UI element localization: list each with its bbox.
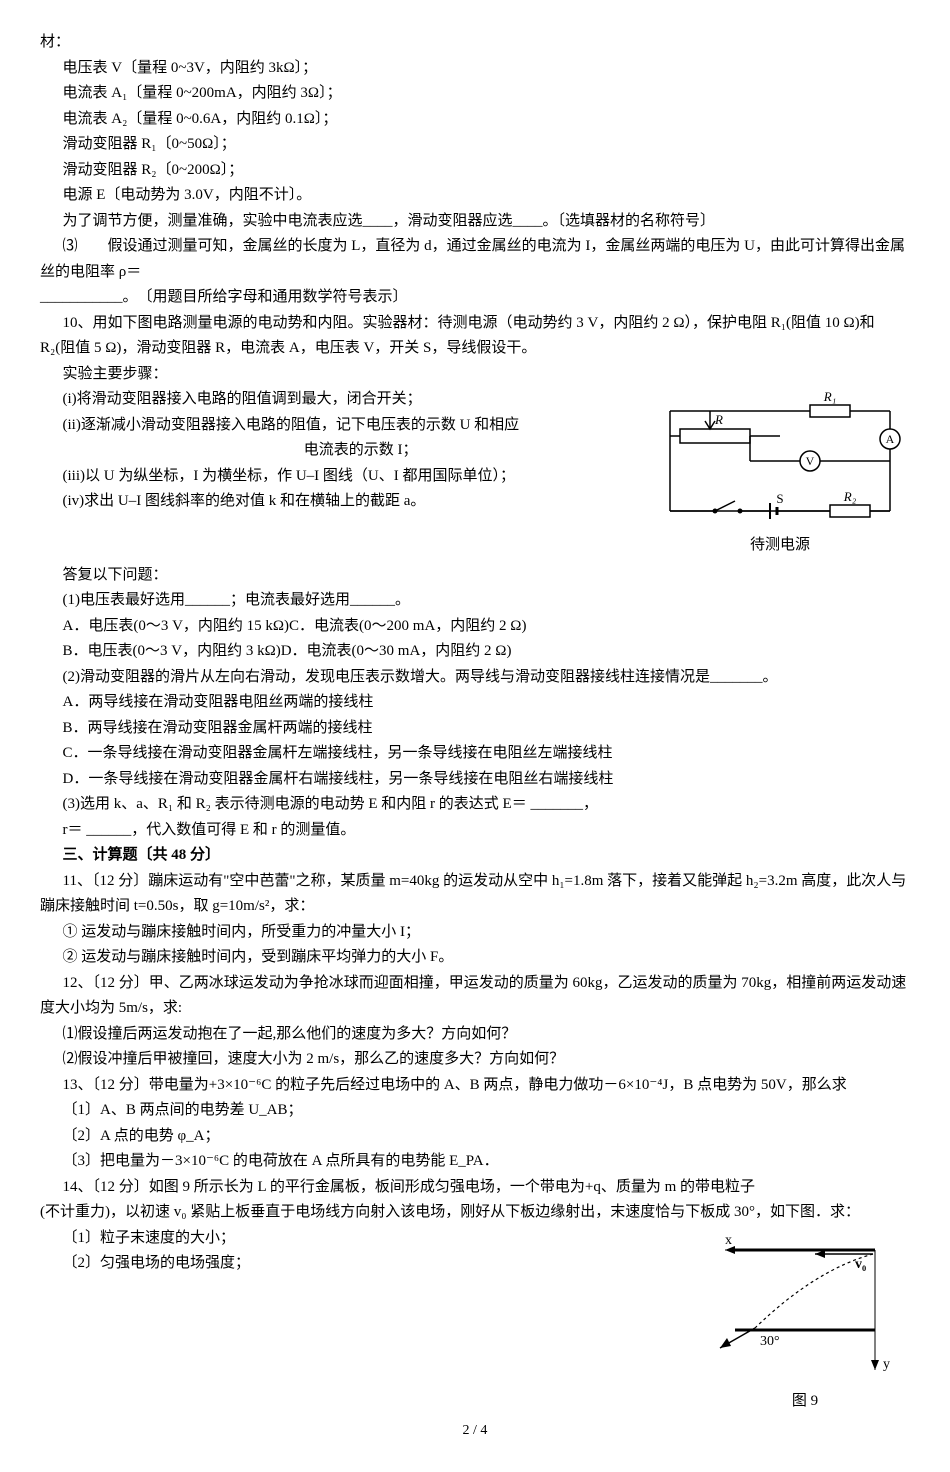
q10-s2a: (ii)逐渐减小滑动变阻器接入电路的阻值，记下电压表的示数 U 和相应 xyxy=(63,417,520,433)
q13-p1: 〔1〕A、B 两点间的电势差 U_AB； xyxy=(40,1098,910,1124)
q13: 13、〔12 分〕带电量为+3×10⁻⁶C 的粒子先后经过电场中的 A、B 两点… xyxy=(40,1073,910,1175)
l3: 电流表 A₁〔量程 0~200mA，内阻约 3Ω〕； xyxy=(40,81,910,107)
q13-p3: 〔3〕把电量为－3×10⁻⁶C 的电荷放在 A 点所具有的电势能 E_PA． xyxy=(40,1149,910,1175)
q12-l1: 12、〔12 分〕甲、乙两冰球运发动为争抢冰球而迎面相撞，甲运发动的质量为 60… xyxy=(40,971,910,1022)
q12: 12、〔12 分〕甲、乙两冰球运发动为争抢冰球而迎面相撞，甲运发动的质量为 60… xyxy=(40,971,910,1073)
q11-l1: 11、〔12 分〕蹦床运动有"空中芭蕾"之称，某质量 m=40kg 的运发动从空… xyxy=(40,869,910,920)
q3b: 。 〔用题目所给字母和通用数学符号表示〕 xyxy=(123,289,408,305)
l8: 为了调节方便，测量准确，实验中电流表应选____，滑动变阻器应选____。〔选填… xyxy=(40,209,910,235)
fig9: x v₀ 30° y 图 9 xyxy=(700,1230,910,1415)
lbl-R1: R₁ xyxy=(823,391,836,404)
lbl-R: R xyxy=(714,412,723,427)
lbl-v0: v₀ xyxy=(855,1257,866,1272)
q10-intro: 10、用如下图电路测量电源的电动势和内阻。实验器材：待测电源（电动势约 3 V，… xyxy=(40,311,910,362)
l1: 材： xyxy=(40,30,910,56)
q10-p1: (1)电压表最好选用______；电流表最好选用______。 xyxy=(40,588,910,614)
q14-l2: (不计重力)，以初速 v₀ 紧贴上板垂直于电场线方向射入该电场，刚好从下板边缘射… xyxy=(40,1200,910,1226)
q13-l1: 13、〔12 分〕带电量为+3×10⁻⁶C 的粒子先后经过电场中的 A、B 两点… xyxy=(40,1073,910,1099)
q10-opt2B: B．两导线接在滑动变阻器金属杆两端的接线柱 xyxy=(40,716,910,742)
l4: 电流表 A₂〔量程 0~0.6A，内阻约 0.1Ω〕； xyxy=(40,107,910,133)
q10-opt2D: D．一条导线接在滑动变阻器金属杆右端接线柱，另一条导线接在电阻丝右端接线柱 xyxy=(40,767,910,793)
circuit-svg: R₁ A R V xyxy=(655,391,905,531)
lbl-S: S xyxy=(776,491,783,506)
q11-l2: ① 运发动与蹦床接触时间内，所受重力的冲量大小 I； xyxy=(40,920,910,946)
page-number: 2 / 4 xyxy=(40,1419,910,1443)
l2: 电压表 V〔量程 0~3V，内阻约 3kΩ〕； xyxy=(40,56,910,82)
q10: 10、用如下图电路测量电源的电动势和内阻。实验器材：待测电源（电动势约 3 V，… xyxy=(40,311,910,844)
q3a: ⑶ 假设通过测量可知，金属丝的长度为 L，直径为 d，通过金属丝的电流为 I，金… xyxy=(40,234,910,285)
q10-optA: A．电压表(0～3 V，内阻约 15 kΩ)C．电流表(0～200 mA，内阻约… xyxy=(40,614,910,640)
q13-p2: 〔2〕A 点的电势 φ_A； xyxy=(40,1124,910,1150)
q10-steps-title: 实验主要步骤： xyxy=(40,362,910,388)
q10-opt2C: C．一条导线接在滑动变阻器金属杆左端接线柱，另一条导线接在电阻丝左端接线柱 xyxy=(40,741,910,767)
q3: ⑶ 假设通过测量可知，金属丝的长度为 L，直径为 d，通过金属丝的电流为 I，金… xyxy=(40,234,910,311)
q10-p3b: r＝ ______，代入数值可得 E 和 r 的测量值。 xyxy=(40,818,910,844)
l8a: 为了调节方便，测量准确，实验中电流表应选 xyxy=(63,213,363,229)
q10-s2b: 电流表的示数 I； xyxy=(304,442,418,458)
l8b: ，滑动变阻器应选 xyxy=(393,213,513,229)
q10-opt2A: A．两导线接在滑动变阻器电阻丝两端的接线柱 xyxy=(40,690,910,716)
q14-l1: 14、〔12 分〕如图 9 所示长为 L 的平行金属板，板间形成匀强电场，一个带… xyxy=(40,1175,910,1201)
top-block: 材： 电压表 V〔量程 0~3V，内阻约 3kΩ〕； 电流表 A₁〔量程 0~2… xyxy=(40,30,910,311)
lbl-angle: 30° xyxy=(760,1334,780,1349)
l6: 滑动变阻器 R₂〔0~200Ω〕； xyxy=(40,158,910,184)
lbl-V: V xyxy=(806,454,815,468)
circuit-caption: 待测电源 xyxy=(650,533,910,559)
lbl-x: x xyxy=(725,1233,732,1248)
l5: 滑动变阻器 R₁〔0~50Ω〕； xyxy=(40,132,910,158)
q12-l2: ⑴假设撞后两运发动抱在了一起,那么他们的速度为多大？方向如何？ xyxy=(40,1022,910,1048)
l8c: 。〔选填器材的名称符号〕 xyxy=(543,213,716,229)
q10-p2: (2)滑动变阻器的滑片从左向右滑动，发现电压表示数增大。两导线与滑动变阻器接线柱… xyxy=(40,665,910,691)
section3-title: 三、计算题〔共 48 分〕 xyxy=(40,843,910,869)
q10-ans-title: 答复以下问题： xyxy=(40,563,910,589)
lbl-A: A xyxy=(886,432,895,446)
l7: 电源 E〔电动势为 3.0V，内阻不计〕。 xyxy=(40,183,910,209)
circuit-figure: R₁ A R V xyxy=(650,391,910,559)
lbl-y: y xyxy=(883,1357,890,1372)
q10-optB: B．电压表(0～3 V，内阻约 3 kΩ)D．电流表(0～30 mA，内阻约 2… xyxy=(40,639,910,665)
fig9-caption: 图 9 xyxy=(700,1389,910,1415)
q11: 11、〔12 分〕蹦床运动有"空中芭蕾"之称，某质量 m=40kg 的运发动从空… xyxy=(40,869,910,971)
q12-l3: ⑵假设冲撞后甲被撞回，速度大小为 2 m/s，那么乙的速度多大？方向如何？ xyxy=(40,1047,910,1073)
lbl-R2: R₂ xyxy=(843,489,857,504)
q14: 14、〔12 分〕如图 9 所示长为 L 的平行金属板，板间形成匀强电场，一个带… xyxy=(40,1175,910,1277)
fig9-svg: x v₀ 30° y xyxy=(705,1230,905,1380)
q10-p3a: (3)选用 k、a、R₁ 和 R₂ 表示待测电源的电动势 E 和内阻 r 的表达… xyxy=(40,792,910,818)
q11-l3: ② 运发动与蹦床接触时间内，受到蹦床平均弹力的大小 F。 xyxy=(40,945,910,971)
